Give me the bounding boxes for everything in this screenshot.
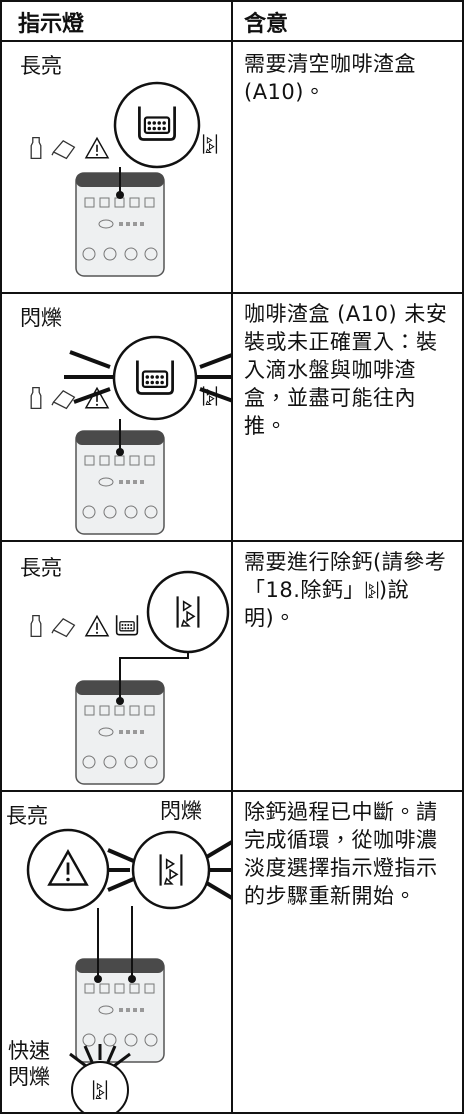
meaning-text: 需要清空咖啡渣盒(A10)。	[244, 52, 416, 104]
icon	[115, 614, 139, 636]
meaning-text: 需要進行除鈣(請參考「18.除鈣」	[244, 550, 447, 602]
flash-rays	[64, 350, 231, 404]
flash-rays	[107, 840, 231, 900]
illustration	[30, 570, 230, 785]
border	[0, 0, 2, 1114]
icon	[30, 386, 42, 410]
icon	[51, 140, 76, 160]
dot	[116, 697, 124, 705]
connector	[119, 652, 189, 698]
indicator-label: 閃爍	[20, 306, 62, 330]
meaning-text: 咖啡渣盒 (A10) 未安裝或未正確置入：裝入滴水盤與咖啡渣盒，並盡可能往內推。	[244, 302, 448, 438]
zoom-circle	[112, 335, 198, 421]
illustration	[30, 81, 218, 277]
indicator-label: 閃爍	[160, 799, 202, 823]
icon	[85, 615, 109, 637]
header-cell: 含意	[244, 12, 289, 37]
icon	[85, 137, 109, 159]
illustration	[30, 335, 231, 535]
indicator-label: 長亮	[20, 54, 62, 78]
icon	[30, 614, 42, 638]
control-panel	[75, 958, 165, 1063]
flash-rays	[69, 1044, 131, 1068]
icon	[51, 390, 76, 410]
icon	[202, 133, 218, 155]
icon	[51, 618, 76, 638]
zoom-circle	[113, 81, 201, 169]
indicator-label: 長亮	[6, 804, 48, 828]
dot	[116, 448, 124, 456]
header-cell: 指示燈	[18, 12, 85, 37]
indicator-label: 快速閃爍	[8, 1039, 50, 1089]
dot	[116, 191, 124, 199]
dot	[128, 975, 136, 983]
meaning-text: 需要進行除鈣(請參考「18.除鈣」)說明)。	[244, 548, 458, 632]
icon	[365, 580, 379, 600]
icon	[30, 136, 42, 160]
dot	[94, 975, 102, 983]
indicator-label: 長亮	[20, 556, 62, 580]
meaning-text: )說明)。	[244, 578, 410, 630]
meaning-text: 除鈣過程已中斷。請完成循環，從咖啡濃淡度選擇指示燈指示的步驟重新開始。	[244, 800, 438, 908]
illustration	[26, 828, 231, 1112]
border	[231, 0, 233, 1114]
border	[462, 0, 464, 1114]
